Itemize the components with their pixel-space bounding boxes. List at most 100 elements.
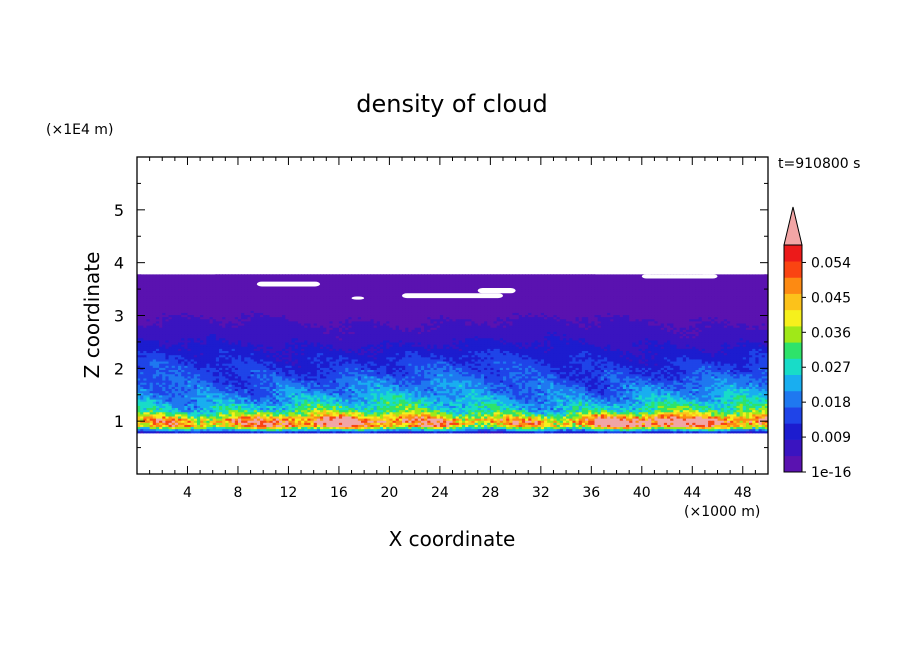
heatmap-cell (591, 409, 596, 413)
heatmap-cell (521, 417, 526, 421)
heatmap-cell (468, 424, 473, 428)
heatmap-cell (294, 424, 299, 428)
heatmap-cell (181, 422, 185, 425)
heatmap-cell (373, 407, 378, 411)
heatmap-cell (332, 420, 337, 423)
heatmap-cell (446, 428, 450, 432)
heatmap-cell (222, 411, 226, 415)
heatmap-cell (749, 422, 753, 425)
heatmap-cell (323, 422, 327, 425)
heatmap-cell (764, 411, 768, 415)
heatmap-cell (294, 411, 299, 415)
heatmap-cell (676, 420, 681, 423)
heatmap-cell (272, 411, 277, 415)
heatmap-cell (420, 407, 425, 411)
heatmap-cell (219, 415, 223, 419)
heatmap-cell (449, 411, 454, 415)
heatmap-cell (629, 428, 633, 432)
heatmap-cell (171, 426, 176, 430)
heatmap-cell (354, 428, 359, 432)
heatmap-cell (313, 424, 318, 428)
heatmap-cell (654, 405, 659, 409)
heatmap-cell (168, 430, 173, 434)
heatmap-cell (761, 430, 766, 434)
heatmap-cell (556, 422, 561, 425)
heatmap-cell (326, 417, 331, 421)
heatmap-cell (597, 409, 602, 413)
heatmap-cell (137, 403, 141, 406)
heatmap-cell (433, 426, 438, 430)
heatmap-cell (458, 413, 463, 417)
heatmap-cell (752, 409, 756, 413)
heatmap-cell (585, 424, 589, 428)
heatmap-cell (345, 413, 349, 417)
heatmap-cell (424, 417, 428, 421)
heatmap-cell (708, 411, 712, 415)
heatmap-cell (506, 417, 510, 421)
heatmap-cell (610, 430, 615, 434)
heatmap-cell (367, 403, 372, 406)
heatmap-cell (351, 426, 356, 430)
heatmap-cell (685, 407, 690, 411)
heatmap-cell (338, 403, 343, 406)
heatmap-cell (594, 417, 599, 421)
heatmap-cell (446, 411, 450, 415)
heatmap-cell (632, 413, 637, 417)
heatmap-cell (269, 405, 274, 409)
heatmap-cell (200, 424, 204, 428)
heatmap-cell (307, 426, 312, 430)
heatmap-cell (689, 403, 693, 406)
heatmap-cell (439, 422, 444, 425)
heatmap-cell (304, 417, 308, 421)
heatmap-cell (616, 407, 621, 411)
heatmap-cell (181, 403, 185, 406)
heatmap-cell (764, 426, 768, 430)
heatmap-cell (389, 417, 394, 421)
heatmap-cell (452, 420, 457, 423)
heatmap-cell (272, 422, 277, 425)
heatmap-cell (543, 430, 548, 434)
heatmap-cell (357, 413, 362, 417)
heatmap-cell (714, 426, 719, 430)
heatmap-cell (487, 420, 491, 423)
heatmap-cell (471, 428, 476, 432)
heatmap-cell (225, 417, 230, 421)
heatmap-cell (629, 415, 633, 419)
heatmap-cell (594, 420, 599, 423)
heatmap-cell (137, 424, 141, 428)
heatmap-cell (484, 409, 488, 413)
heatmap-cell (506, 424, 510, 428)
heatmap-cell (484, 422, 488, 425)
heatmap-cell (414, 407, 419, 411)
heatmap-cell (433, 411, 438, 415)
heatmap-cell (165, 403, 170, 406)
heatmap-cell (367, 411, 372, 415)
heatmap-cell (468, 405, 473, 409)
heatmap-cell (660, 411, 665, 415)
heatmap-cell (203, 424, 208, 428)
heatmap-cell (304, 424, 308, 428)
heatmap-cell (736, 422, 741, 425)
heatmap-cell (487, 405, 491, 409)
heatmap-cell (256, 415, 261, 419)
heatmap-cell (600, 407, 605, 411)
heatmap-cell (237, 411, 242, 415)
heatmap-cell (263, 422, 267, 425)
heatmap-cell (515, 415, 520, 419)
heatmap-cell (635, 426, 640, 430)
heatmap-cell (209, 426, 214, 430)
heatmap-cell (241, 413, 245, 417)
heatmap-cell (231, 422, 236, 425)
heatmap-cell (685, 424, 690, 428)
heatmap-cell (436, 417, 441, 421)
heatmap-cell (474, 417, 479, 421)
heatmap-cell (616, 422, 621, 425)
heatmap-cell (275, 430, 280, 434)
heatmap-cell (209, 413, 214, 417)
heatmap-cell (149, 417, 154, 421)
heatmap-cell (726, 405, 731, 409)
heatmap-cell (373, 424, 378, 428)
heatmap-cell (190, 430, 195, 434)
heatmap-cell (515, 417, 520, 421)
heatmap-cell (704, 422, 709, 425)
